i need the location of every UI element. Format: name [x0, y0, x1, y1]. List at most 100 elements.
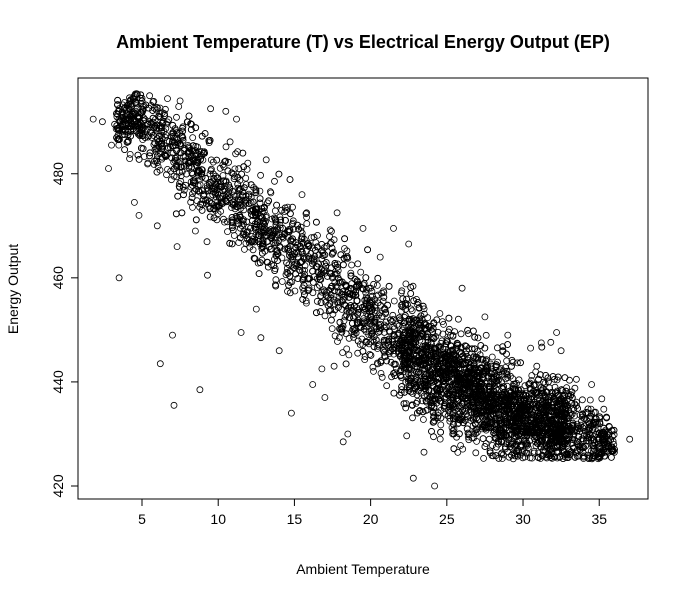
- data-point: [420, 392, 428, 400]
- data-point: [176, 149, 184, 157]
- data-point: [270, 214, 278, 222]
- data-point: [307, 234, 315, 242]
- data-point: [240, 163, 248, 171]
- data-point: [347, 269, 355, 277]
- data-point: [372, 336, 380, 344]
- data-point: [561, 374, 569, 382]
- data-point: [402, 400, 410, 407]
- data-point: [150, 124, 158, 132]
- data-point: [341, 245, 348, 252]
- data-point: [536, 371, 544, 379]
- data-point: [347, 284, 355, 292]
- data-point: [334, 338, 341, 345]
- data-point: [257, 171, 265, 179]
- data-point: [300, 273, 308, 281]
- data-point: [232, 212, 240, 220]
- data-point: [153, 135, 161, 143]
- data-point: [286, 242, 294, 250]
- data-point: [340, 317, 348, 325]
- data-point: [375, 325, 383, 333]
- data-point: [114, 135, 122, 143]
- data-point: [271, 207, 279, 215]
- data-point: [586, 396, 594, 404]
- data-point: [584, 409, 592, 417]
- data-point: [206, 170, 214, 178]
- data-point: [525, 390, 533, 398]
- data-point: [415, 333, 423, 341]
- data-point: [491, 394, 498, 402]
- data-point: [305, 255, 313, 263]
- data-point: [521, 382, 529, 390]
- data-point: [373, 325, 380, 333]
- data-point: [401, 352, 409, 359]
- data-point: [513, 427, 520, 435]
- data-point: [387, 316, 394, 324]
- data-point: [502, 398, 510, 406]
- data-point: [368, 313, 375, 321]
- data-point: [430, 335, 438, 343]
- data-point: [323, 272, 331, 280]
- data-point: [390, 369, 398, 377]
- data-point: [501, 445, 509, 453]
- data-point: [449, 415, 457, 423]
- data-point: [189, 134, 197, 142]
- data-point: [356, 341, 364, 348]
- data-point: [412, 399, 420, 407]
- data-point: [533, 429, 540, 437]
- data-point: [492, 361, 500, 369]
- data-point: [407, 290, 415, 297]
- data-point: [302, 247, 310, 255]
- data-point: [464, 402, 472, 410]
- data-point: [477, 399, 485, 406]
- data-point: [468, 345, 476, 353]
- data-point: [566, 376, 573, 384]
- data-point: [412, 338, 419, 346]
- data-point: [292, 262, 300, 270]
- data-point: [271, 177, 278, 185]
- data-point: [509, 358, 517, 366]
- data-point: [328, 227, 335, 235]
- data-point: [450, 425, 458, 433]
- data-point: [312, 309, 320, 317]
- data-point: [146, 152, 153, 160]
- data-point: [349, 325, 357, 333]
- data-point: [441, 399, 449, 407]
- data-point: [419, 302, 427, 310]
- data-point: [500, 383, 508, 391]
- data-point: [158, 153, 166, 161]
- data-point: [305, 275, 313, 283]
- data-point: [297, 258, 304, 266]
- data-point: [177, 177, 185, 185]
- data-point: [209, 170, 217, 178]
- data-point: [596, 413, 603, 421]
- data-point: [477, 364, 484, 372]
- data-point: [449, 420, 457, 428]
- data-point: [399, 303, 407, 311]
- data-point: [303, 240, 311, 248]
- data-point: [459, 406, 466, 414]
- data-point: [578, 413, 586, 421]
- data-point: [177, 163, 185, 171]
- data-point: [207, 165, 215, 173]
- data-point: [275, 170, 283, 178]
- data-point: [352, 326, 360, 334]
- data-point: [256, 195, 264, 203]
- data-point: [185, 143, 193, 151]
- data-point: [355, 281, 363, 289]
- data-point: [256, 187, 264, 195]
- data-point: [292, 243, 300, 251]
- data-point: [501, 416, 509, 423]
- data-point: [408, 307, 416, 315]
- data-point: [313, 297, 321, 305]
- data-point: [579, 396, 586, 404]
- data-point: [353, 277, 361, 285]
- data-point: [309, 278, 317, 286]
- data-point: [420, 305, 428, 313]
- data-point: [437, 421, 445, 429]
- data-point: [222, 194, 230, 202]
- data-point: [213, 156, 221, 164]
- data-point: [564, 401, 571, 409]
- data-point: [198, 206, 206, 214]
- data-point: [337, 325, 345, 333]
- data-point: [350, 314, 357, 322]
